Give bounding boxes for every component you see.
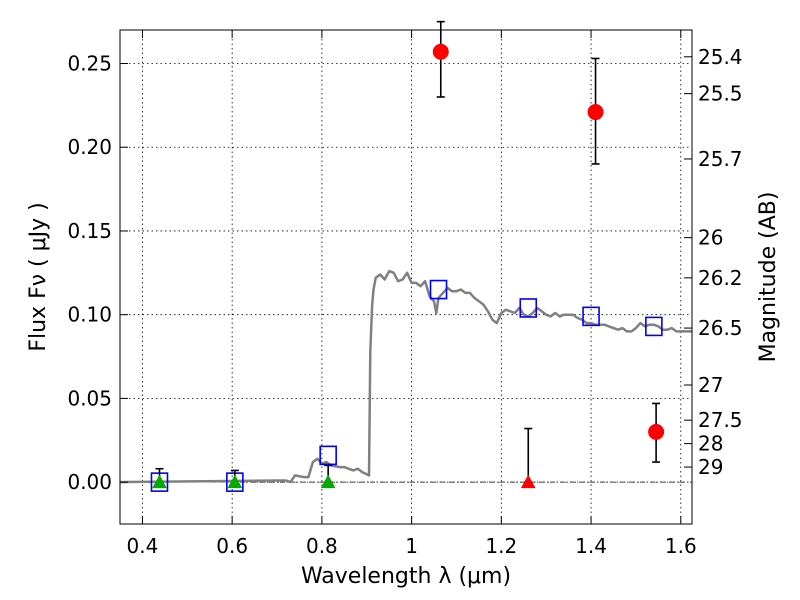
- x-tick-label: 1.6: [665, 534, 697, 558]
- x-tick-label: 0.4: [127, 534, 159, 558]
- x-tick-label: 1.2: [485, 534, 517, 558]
- y-tick-label: 0.15: [67, 219, 112, 243]
- right-tick-label: 25.5: [698, 82, 743, 106]
- y-tick-label: 0.25: [67, 51, 112, 75]
- tick-layer: 0.4 0.6 0.8 1 1.2 1.4 1.6 0.00 0.05 0.10 0.15 0.20 0…: [67, 30, 743, 558]
- model-photometry-square: [645, 316, 663, 337]
- right-tick-label: 26: [698, 226, 723, 250]
- y-tick-label: 0.10: [67, 303, 112, 327]
- right-axis-label: Magnitude (AB): [756, 192, 781, 363]
- y-tick-label: 0.20: [67, 135, 112, 159]
- y-tick-label: 0.00: [67, 470, 112, 494]
- model-line-layer: [119, 269, 692, 484]
- x-axis-label: Wavelength λ (μm): [301, 564, 511, 589]
- y-tick-label: 0.05: [67, 386, 112, 410]
- right-tick-label: 25.4: [698, 45, 743, 69]
- detection-point: [587, 104, 604, 121]
- x-tick-label: 0.6: [216, 534, 248, 558]
- model-photometry-square: [429, 279, 448, 300]
- model-photometry-square: [582, 306, 600, 327]
- x-tick-label: 1: [405, 534, 418, 558]
- upper-limit-triangle: [152, 474, 167, 489]
- right-tick-label: 26.2: [698, 266, 743, 290]
- right-tick-label: 26.5: [698, 316, 743, 340]
- model-sed-line: [119, 269, 692, 484]
- right-tick-label: 29: [698, 455, 723, 479]
- right-tick-label: 27.5: [698, 408, 743, 432]
- x-tick-label: 0.8: [306, 534, 338, 558]
- model-photometry-square: [519, 298, 538, 318]
- right-tick-label: 27: [698, 373, 723, 397]
- detection-point: [432, 43, 449, 60]
- upper-limit-triangle: [520, 474, 536, 489]
- x-tick-label: 1.4: [575, 534, 607, 558]
- right-tick-label: 25.7: [698, 147, 743, 171]
- detection-point: [648, 423, 665, 440]
- marker-layer: [150, 20, 665, 492]
- upper-limit-triangle: [227, 474, 243, 489]
- right-tick-label: 28: [698, 432, 723, 456]
- model-photometry-square: [319, 445, 337, 466]
- upper-limit-triangle: [320, 474, 336, 489]
- plot-frame: [119, 29, 693, 525]
- y-axis-label: Flux Fν ( μJy ): [26, 202, 51, 351]
